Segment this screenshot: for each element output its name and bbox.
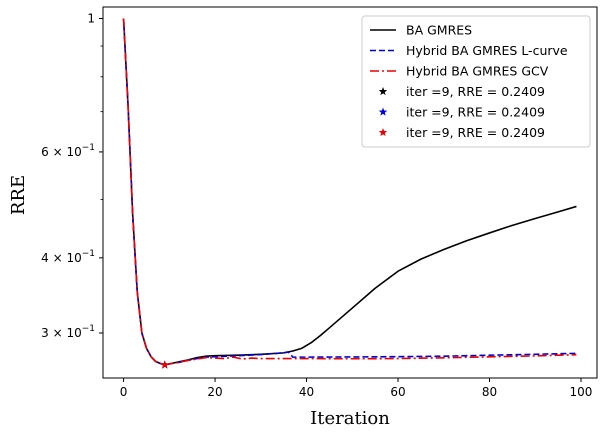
y-tick-label: 1 bbox=[87, 11, 95, 25]
series-line-2 bbox=[122, 18, 577, 366]
x-tick-label: 0 bbox=[120, 385, 128, 399]
y-tick-label-exponent: −1 bbox=[82, 324, 95, 334]
legend-label: iter =9, RRE = 0.2409 bbox=[406, 84, 545, 99]
legend-entry: Hybrid BA GMRES L-curve bbox=[370, 43, 568, 58]
legend-label: iter =9, RRE = 0.2409 bbox=[406, 125, 545, 140]
y-tick-label: 4 × 10−1 bbox=[41, 249, 95, 265]
legend-star-swatch bbox=[378, 87, 388, 96]
legend: BA GMRES Hybrid BA GMRES L-curve Hybrid BA… bbox=[361, 15, 591, 148]
y-axis-title: RRE bbox=[8, 175, 29, 215]
x-tick-label: 60 bbox=[390, 385, 405, 399]
x-axis-title: Iteration bbox=[310, 408, 390, 429]
legend-label: BA GMRES bbox=[406, 23, 472, 38]
legend-entry: iter =9, RRE = 0.2409 bbox=[378, 84, 545, 99]
x-tick-label: 100 bbox=[570, 385, 593, 399]
legend-label: Hybrid BA GMRES GCV bbox=[406, 64, 549, 79]
legend-box bbox=[361, 15, 591, 148]
y-tick-label-base: 6 × 10 bbox=[41, 145, 82, 159]
y-tick-label-exponent: −1 bbox=[82, 143, 95, 153]
series-line-3 bbox=[122, 18, 577, 366]
legend-label: iter =9, RRE = 0.2409 bbox=[406, 105, 545, 120]
legend-label: Hybrid BA GMRES L-curve bbox=[406, 43, 568, 58]
legend-star-swatch bbox=[378, 128, 388, 137]
y-tick-label-base: 4 × 10 bbox=[41, 251, 82, 265]
x-tick-label: 80 bbox=[482, 385, 497, 399]
legend-entry: BA GMRES bbox=[370, 23, 472, 38]
legend-entry: Hybrid BA GMRES GCV bbox=[370, 64, 549, 79]
x-tick-label: 40 bbox=[299, 385, 314, 399]
legend-entry: iter =9, RRE = 0.2409 bbox=[378, 125, 545, 140]
y-tick-label: 6 × 10−1 bbox=[41, 143, 95, 159]
x-tick-label: 20 bbox=[207, 385, 222, 399]
legend-star-swatch bbox=[378, 107, 388, 116]
y-tick-label-base: 1 bbox=[87, 11, 95, 25]
y-tick-label-base: 3 × 10 bbox=[41, 326, 82, 340]
legend-entry: iter =9, RRE = 0.2409 bbox=[378, 105, 545, 120]
y-tick-label: 3 × 10−1 bbox=[41, 324, 95, 340]
y-tick-label-exponent: −1 bbox=[82, 249, 95, 259]
min-rre-star-marker-3 bbox=[160, 360, 170, 369]
plot-frame bbox=[102, 6, 598, 379]
